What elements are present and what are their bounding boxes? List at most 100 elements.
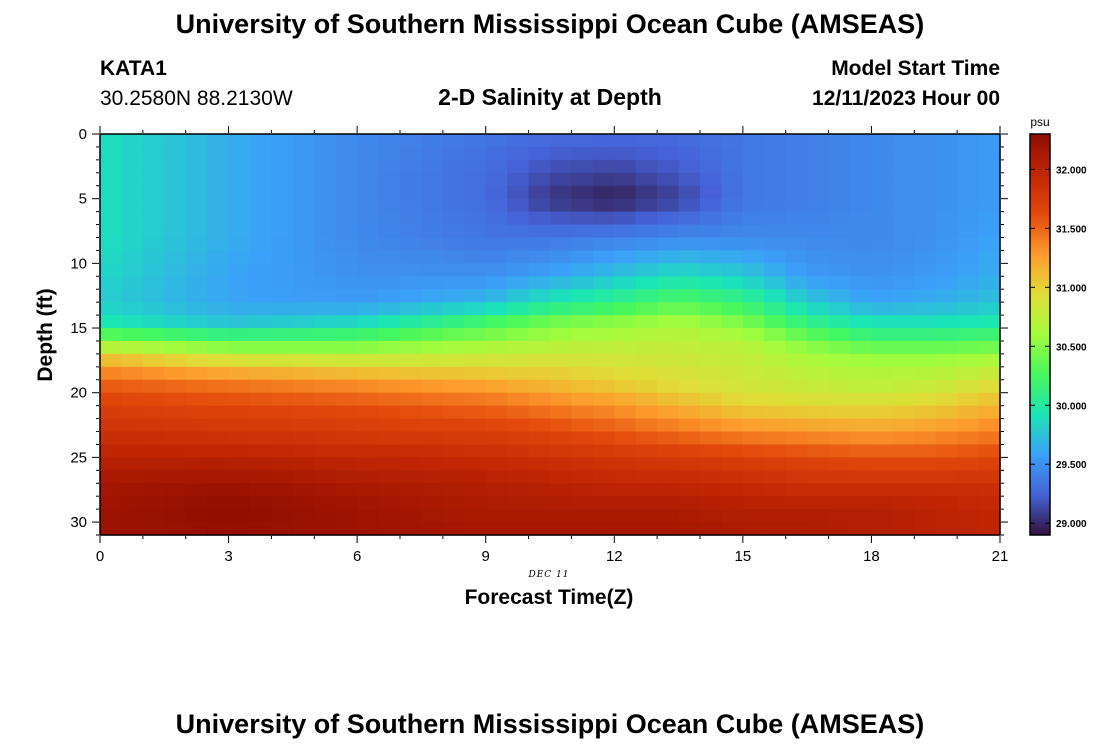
heatmap-cell <box>250 224 273 239</box>
heatmap-cell <box>292 315 315 329</box>
heatmap-cell <box>207 134 230 148</box>
heatmap-cell <box>271 483 294 497</box>
heatmap-cell <box>850 315 873 329</box>
heatmap-cell <box>442 134 465 148</box>
heatmap-cell <box>657 418 680 433</box>
heatmap-cell <box>592 457 615 471</box>
heatmap-cell <box>250 198 273 213</box>
heatmap-cell <box>464 276 487 290</box>
heatmap-cell <box>271 405 294 420</box>
heatmap-cell <box>485 276 508 290</box>
heatmap-cell <box>957 496 980 510</box>
heatmap-cell <box>914 302 937 316</box>
heatmap-cell <box>121 224 144 239</box>
heatmap-cell <box>400 379 423 394</box>
heatmap-cell <box>378 457 401 471</box>
heatmap-cell <box>442 198 465 213</box>
heatmap-cell <box>314 211 337 226</box>
heatmap-cell <box>142 496 165 510</box>
heatmap-cell <box>207 172 230 187</box>
heatmap-cell <box>764 444 787 458</box>
heatmap-cell <box>914 315 937 329</box>
heatmap-cell <box>978 392 1001 407</box>
heatmap-cell <box>185 263 208 277</box>
heatmap-cell <box>271 159 294 174</box>
heatmap-cell <box>678 418 701 433</box>
heatmap-cell <box>292 198 315 213</box>
heatmap-cell <box>678 185 701 200</box>
heatmap-cell <box>657 444 680 458</box>
heatmap-cell <box>871 224 894 239</box>
heatmap-cell <box>614 340 637 355</box>
heatmap-cell <box>571 211 594 226</box>
heatmap-cell <box>207 289 230 303</box>
heatmap-cell <box>400 172 423 187</box>
heatmap-cell <box>378 483 401 497</box>
heatmap-cell <box>528 509 551 523</box>
heatmap-cell <box>142 315 165 329</box>
heatmap-cell <box>335 289 358 303</box>
heatmap-cell <box>550 146 573 161</box>
heatmap-cell <box>850 159 873 174</box>
heatmap-cell <box>250 405 273 420</box>
heatmap-cell <box>335 250 358 264</box>
heatmap-cell <box>442 457 465 471</box>
heatmap-cell <box>892 483 915 497</box>
heatmap-cell <box>871 522 894 536</box>
heatmap-cell <box>721 289 744 303</box>
heatmap-cell <box>335 276 358 290</box>
heatmap-cell <box>464 366 487 381</box>
heatmap-cell <box>764 198 787 213</box>
heatmap-cell <box>250 366 273 381</box>
heatmap-cell <box>378 302 401 316</box>
heatmap-cell <box>550 250 573 264</box>
heatmap-cell <box>957 444 980 458</box>
heatmap-cell <box>464 405 487 420</box>
heatmap-cell <box>507 315 530 329</box>
heatmap-cell <box>550 470 573 484</box>
heatmap-cell <box>807 496 830 510</box>
heatmap-cell <box>142 431 165 446</box>
heatmap-cell <box>828 418 851 433</box>
heatmap-cell <box>635 134 658 148</box>
heatmap-cell <box>742 509 765 523</box>
heatmap-cell <box>357 483 380 497</box>
heatmap-cell <box>464 159 487 174</box>
heatmap-cell <box>378 134 401 148</box>
heatmap-cell <box>614 418 637 433</box>
heatmap-cell <box>528 353 551 368</box>
heatmap-cell <box>400 405 423 420</box>
heatmap-cell <box>635 457 658 471</box>
heatmap-cell <box>678 198 701 213</box>
heatmap-cell <box>100 185 123 200</box>
heatmap-cell <box>228 328 251 342</box>
heatmap-cell <box>550 379 573 394</box>
heatmap-cell <box>185 483 208 497</box>
heatmap-cell <box>421 159 444 174</box>
heatmap-cell <box>807 509 830 523</box>
heatmap-cell <box>764 172 787 187</box>
heatmap-cell <box>914 392 937 407</box>
heatmap-cell <box>635 340 658 355</box>
heatmap-cell <box>807 457 830 471</box>
heatmap-cell <box>378 470 401 484</box>
heatmap-cell <box>892 289 915 303</box>
heatmap-cell <box>828 211 851 226</box>
heatmap-cell <box>614 483 637 497</box>
heatmap-cell <box>464 315 487 329</box>
heatmap-cell <box>935 146 958 161</box>
heatmap-cell <box>228 276 251 290</box>
heatmap-cell <box>100 172 123 187</box>
heatmap-cell <box>807 134 830 148</box>
heatmap-cell <box>978 237 1001 252</box>
heatmap-cell <box>335 315 358 329</box>
heatmap-cell <box>678 353 701 368</box>
heatmap-cell <box>314 366 337 381</box>
heatmap-cell <box>335 172 358 187</box>
heatmap-cell <box>250 418 273 433</box>
heatmap-cell <box>571 289 594 303</box>
heatmap-cell <box>700 392 723 407</box>
heatmap-cell <box>507 496 530 510</box>
x-tick-label: 12 <box>606 548 623 565</box>
heatmap-cell <box>442 211 465 226</box>
